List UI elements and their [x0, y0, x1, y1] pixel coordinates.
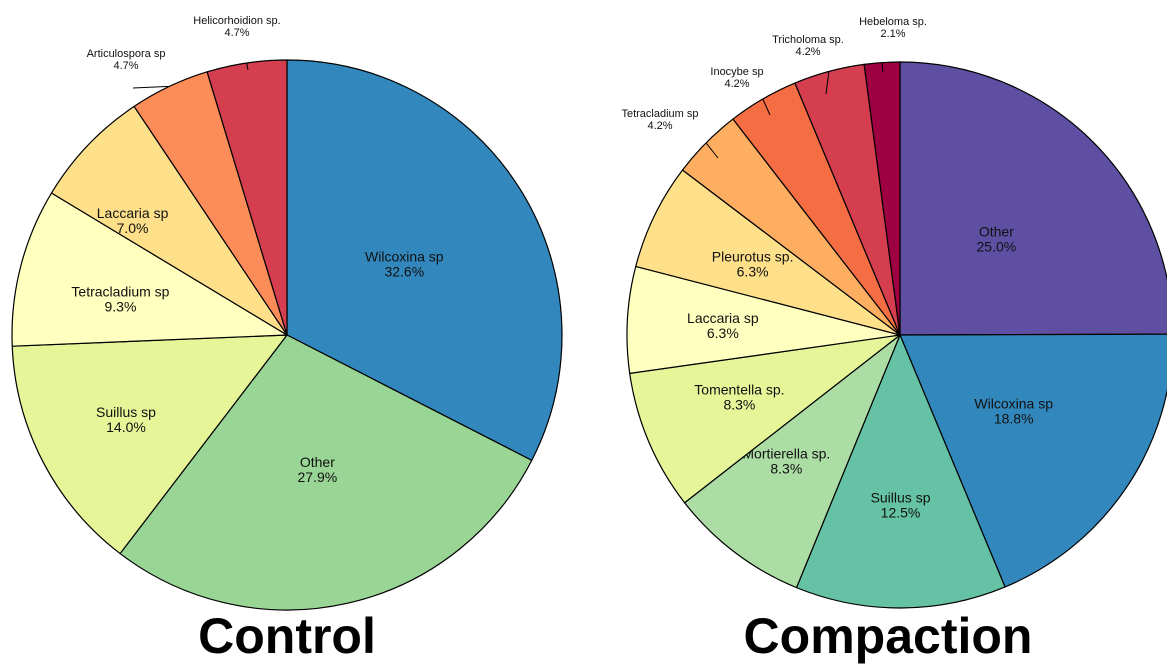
slice-tomentella-sp	[629, 334, 901, 504]
slice-percent-other: 27.9%	[298, 469, 338, 485]
slice-label-tomentella-sp: Tomentella sp.	[694, 382, 784, 398]
leader-line-tricholoma-sp	[825, 71, 830, 95]
slice-label-laccaria-sp: Laccaria sp	[97, 205, 169, 221]
slice-percent-tomentella-sp: 8.3%	[723, 397, 755, 413]
slice-label-other: Other	[979, 223, 1014, 239]
slice-label-tetracladium-sp: Tetracladium sp	[71, 283, 169, 299]
slice-helicorhoidion-sp	[206, 59, 288, 336]
slice-percent-helicorhoidion-sp: 4.7%	[224, 27, 249, 39]
slice-percent-other: 25.0%	[977, 238, 1017, 254]
slice-label-helicorhoidion-sp: Helicorhoidion sp.	[193, 15, 280, 27]
slice-percent-hebeloma-sp: 2.1%	[880, 28, 905, 40]
slice-label-mortierella-sp: Mortierella sp.	[742, 445, 830, 461]
slice-percent-pleurotus-sp: 6.3%	[737, 264, 769, 280]
slice-wilcoxina-sp	[286, 59, 563, 461]
slice-percent-wilcoxina-sp: 32.6%	[384, 263, 424, 279]
slice-percent-laccaria-sp: 7.0%	[117, 220, 149, 236]
slice-percent-laccaria-sp: 6.3%	[707, 325, 739, 341]
leader-line-helicorhoidion-sp	[246, 62, 249, 71]
leader-line-articulospora-sp	[132, 85, 170, 89]
slice-hebeloma-sp	[863, 61, 901, 336]
leader-line-inocybe-sp	[762, 98, 771, 116]
slice-label-pleurotus-sp: Pleurotus sp.	[712, 249, 794, 265]
leader-line-tetracladium-sp	[705, 142, 719, 159]
slice-label-suillus-sp: Suillus sp	[871, 489, 931, 505]
slice-suillus-sp	[11, 334, 288, 555]
slice-percent-mortierella-sp: 8.3%	[770, 460, 802, 476]
slice-suillus-sp	[795, 334, 1006, 609]
slice-percent-inocybe-sp: 4.2%	[724, 78, 749, 90]
slice-other	[899, 61, 1167, 336]
leader-line-hebeloma-sp	[881, 62, 884, 73]
slice-label-tetracladium-sp: Tetracladium sp	[621, 108, 698, 120]
slice-other	[119, 334, 533, 611]
slice-label-wilcoxina-sp: Wilcoxina sp	[974, 396, 1053, 412]
slice-label-hebeloma-sp: Hebeloma sp.	[859, 16, 927, 28]
slice-label-suillus-sp: Suillus sp	[96, 404, 156, 420]
slice-percent-tetracladium-sp: 9.3%	[104, 298, 136, 314]
slice-percent-suillus-sp: 14.0%	[106, 419, 146, 435]
slice-label-laccaria-sp: Laccaria sp	[687, 310, 759, 326]
slice-label-other: Other	[300, 454, 335, 470]
slice-laccaria-sp	[50, 105, 288, 336]
slice-wilcoxina-sp	[899, 333, 1167, 588]
slice-label-tricholoma-sp: Tricholoma sp.	[772, 34, 844, 46]
slice-percent-articulospora-sp: 4.7%	[113, 60, 138, 72]
slice-percent-tricholoma-sp: 4.2%	[795, 46, 820, 58]
slice-label-inocybe-sp: Inocybe sp	[710, 66, 763, 78]
slice-percent-tetracladium-sp: 4.2%	[647, 120, 672, 132]
slice-tetracladium-sp	[11, 192, 288, 347]
slice-label-articulospora-sp: Articulospora sp	[87, 48, 166, 60]
slice-percent-suillus-sp: 12.5%	[881, 504, 921, 520]
compaction-title: Compaction	[743, 608, 1033, 664]
control-title: Control	[198, 608, 376, 664]
slice-label-wilcoxina-sp: Wilcoxina sp	[365, 248, 444, 264]
slice-percent-wilcoxina-sp: 18.8%	[994, 411, 1034, 427]
slice-mortierella-sp	[683, 334, 901, 589]
